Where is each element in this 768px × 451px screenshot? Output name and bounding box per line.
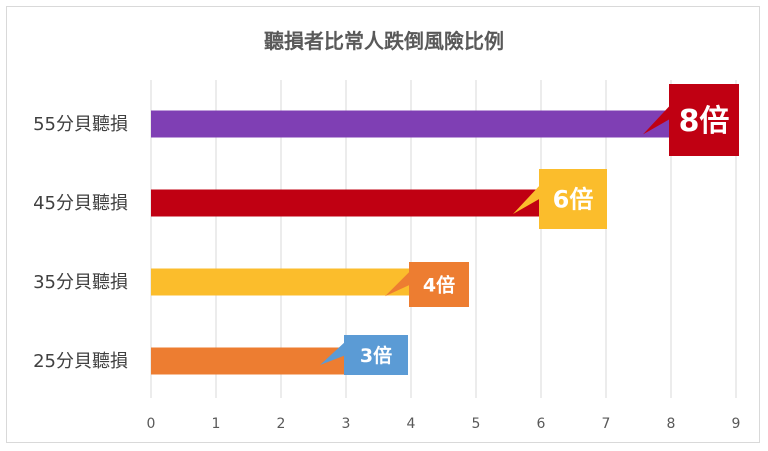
x-axis-tick-labels: 0 1 2 3 4 5 6 7 8 9 — [147, 416, 741, 432]
data-label-callout: 3倍 — [320, 335, 408, 375]
callout-pointer — [320, 341, 346, 365]
data-label-callout: 4倍 — [385, 262, 469, 307]
callout-box — [409, 262, 469, 307]
x-tick-label: 7 — [602, 416, 611, 432]
callout-box — [344, 335, 408, 375]
x-tick-label: 3 — [342, 416, 351, 432]
data-label-callouts: 8倍 6倍 4倍 3倍 — [320, 84, 739, 375]
bar — [151, 189, 541, 217]
x-tick-label: 5 — [472, 416, 481, 432]
data-label: 4倍 — [423, 273, 455, 296]
chart-title: 聽損者比常人跌倒風險比例 — [264, 29, 504, 53]
category-label: 45分貝聽損 — [33, 193, 128, 214]
x-tick-label: 2 — [277, 416, 286, 432]
bar — [151, 268, 411, 296]
x-tick-label: 0 — [147, 416, 156, 432]
category-label: 25分貝聽損 — [33, 351, 128, 372]
category-label: 35分貝聽損 — [33, 272, 128, 293]
x-tick-label: 6 — [537, 416, 546, 432]
bar — [151, 110, 671, 138]
callout-pointer — [643, 104, 671, 135]
x-tick-label: 8 — [667, 416, 676, 432]
bars — [151, 110, 671, 375]
data-label: 8倍 — [679, 104, 730, 139]
callout-pointer — [513, 184, 541, 214]
data-label: 3倍 — [360, 344, 392, 367]
category-label: 55分貝聽損 — [33, 114, 128, 135]
callout-box — [539, 169, 607, 229]
x-tick-label: 1 — [212, 416, 221, 432]
category-labels: 55分貝聽損 45分貝聽損 35分貝聽損 25分貝聽損 — [33, 114, 128, 372]
data-label-callout: 8倍 — [643, 84, 739, 156]
data-label-callout: 6倍 — [513, 169, 607, 229]
callout-box — [669, 84, 739, 156]
x-tick-label: 9 — [732, 416, 741, 432]
bar — [151, 347, 346, 375]
x-tick-label: 4 — [407, 416, 416, 432]
data-label: 6倍 — [553, 186, 594, 214]
callout-pointer — [385, 270, 411, 297]
